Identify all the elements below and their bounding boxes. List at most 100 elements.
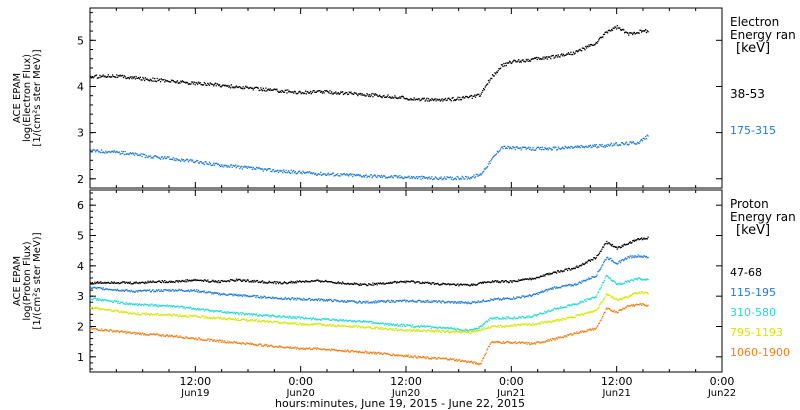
data-point: [512, 324, 514, 326]
data-point: [628, 305, 630, 307]
data-point: [400, 323, 403, 325]
data-point: [242, 86, 244, 88]
data-point: [389, 176, 392, 178]
data-point: [644, 278, 646, 280]
data-point: [598, 323, 600, 325]
data-point: [251, 314, 254, 316]
data-point: [404, 176, 406, 178]
data-point: [461, 301, 463, 303]
data-point: [176, 289, 179, 292]
data-point: [233, 293, 235, 295]
data-point: [107, 74, 109, 76]
data-point: [173, 81, 175, 83]
data-point: [123, 281, 126, 283]
data-point: [315, 174, 318, 176]
data-point: [536, 313, 538, 316]
data-point: [373, 351, 375, 353]
data-point: [543, 321, 545, 323]
data-point: [282, 90, 284, 93]
data-point: [203, 81, 206, 84]
data-point: [116, 151, 119, 153]
data-point: [117, 289, 120, 292]
data-point: [248, 295, 250, 297]
data-point: [479, 301, 481, 304]
data-point: [557, 270, 559, 272]
data-point: [141, 332, 143, 334]
data-point: [215, 310, 217, 312]
data-point: [401, 95, 404, 97]
data-point: [313, 317, 315, 320]
data-point: [290, 280, 292, 283]
data-point: [581, 50, 583, 52]
data-point: [483, 168, 486, 170]
data-point: [175, 280, 178, 282]
data-point: [501, 318, 503, 320]
data-point: [459, 178, 461, 181]
data-point: [308, 297, 310, 300]
data-point: [477, 330, 479, 332]
data-point: [545, 289, 547, 291]
data-point: [612, 27, 614, 29]
data-point: [352, 325, 355, 327]
data-point: [128, 282, 131, 285]
data-point: [379, 282, 382, 284]
data-point: [97, 150, 99, 152]
data-point: [151, 289, 153, 292]
data-point: [474, 176, 477, 178]
data-point: [259, 89, 261, 91]
data-point: [137, 282, 139, 284]
data-point: [239, 319, 241, 322]
data-point: [416, 325, 419, 328]
data-point: [610, 279, 612, 281]
data-point: [329, 349, 331, 351]
data-point: [300, 93, 302, 95]
data-point: [451, 327, 453, 330]
data-point: [190, 307, 192, 309]
data-point: [473, 329, 475, 331]
data-point: [93, 282, 95, 285]
data-point: [274, 281, 276, 283]
data-point: [577, 302, 580, 305]
data-point: [371, 328, 373, 330]
data-point: [102, 300, 104, 302]
data-point: [397, 329, 399, 331]
data-point: [296, 322, 298, 324]
data-point: [628, 257, 631, 259]
data-point: [344, 92, 346, 95]
data-point: [640, 139, 642, 141]
data-point: [643, 30, 645, 32]
data-point: [378, 299, 380, 302]
data-point: [191, 81, 194, 83]
data-point: [197, 81, 200, 83]
data-point: [90, 328, 92, 330]
data-point: [476, 94, 478, 96]
data-point: [128, 302, 131, 304]
data-point: [133, 291, 136, 293]
data-point: [461, 284, 463, 286]
data-point: [248, 342, 250, 345]
data-point: [265, 344, 267, 347]
data-point: [368, 352, 370, 355]
data-point: [178, 279, 180, 282]
data-point: [219, 165, 222, 168]
data-point: [443, 177, 445, 180]
data-point: [395, 175, 397, 177]
data-point: [576, 265, 578, 267]
data-point: [143, 312, 146, 315]
data-point: [472, 176, 474, 178]
data-point: [429, 325, 431, 328]
data-point: [325, 280, 328, 283]
data-point: [555, 308, 557, 310]
data-point: [512, 318, 514, 320]
data-point: [197, 307, 199, 310]
data-point: [333, 281, 335, 284]
data-point: [273, 315, 276, 317]
data-point: [574, 332, 576, 335]
data-point: [464, 360, 467, 362]
data-point: [525, 148, 527, 150]
data-point: [258, 296, 260, 299]
data-point: [138, 290, 141, 292]
data-point: [474, 327, 476, 329]
data-point: [323, 92, 325, 94]
data-point: [457, 331, 459, 333]
